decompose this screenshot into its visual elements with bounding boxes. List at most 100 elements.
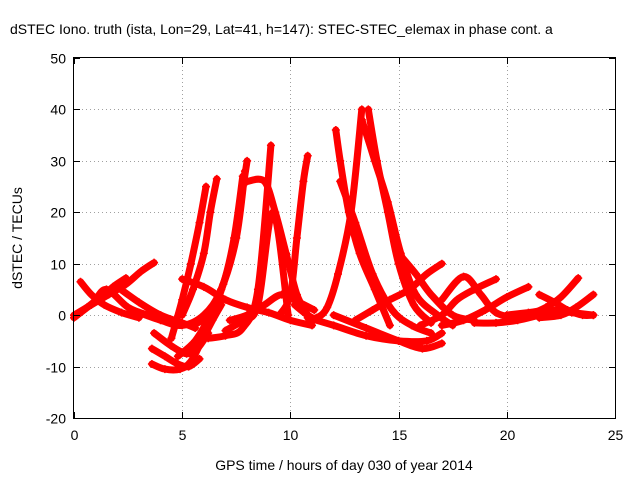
data-point-marker <box>189 285 198 294</box>
x-tick-label: 15 <box>392 427 408 443</box>
data-point-marker <box>437 259 446 268</box>
data-point-marker <box>427 290 436 299</box>
data-point-marker <box>502 311 511 320</box>
y-tick-label: 0 <box>58 308 66 324</box>
data-point-marker <box>368 270 377 278</box>
data-point-marker <box>221 326 230 335</box>
data-point-marker <box>418 344 427 353</box>
data-point-marker <box>134 308 143 317</box>
data-point-marker <box>437 311 446 320</box>
series-track <box>351 260 446 324</box>
data-point-marker <box>459 316 468 325</box>
data-point-marker <box>370 156 379 165</box>
data-point-marker <box>550 298 559 307</box>
data-point-marker <box>76 277 85 286</box>
data-point-marker <box>184 362 193 371</box>
y-tick-label: 50 <box>50 51 66 67</box>
data-point-marker <box>212 174 221 183</box>
data-point-marker <box>524 308 533 317</box>
data-point-marker <box>336 177 345 186</box>
data-point-marker <box>243 303 252 312</box>
data-point-marker <box>277 290 286 299</box>
data-point-marker <box>100 300 109 309</box>
data-point-marker <box>336 156 345 165</box>
data-point-marker <box>481 306 490 314</box>
data-point-marker <box>383 198 392 206</box>
data-point-marker <box>329 311 338 320</box>
data-point-marker <box>260 300 269 309</box>
data-point-marker <box>491 318 500 327</box>
data-point-marker <box>266 141 275 150</box>
data-point-marker <box>310 306 319 314</box>
data-point-marker <box>476 290 485 299</box>
y-tick-label: 40 <box>50 102 66 118</box>
data-point-marker <box>357 115 366 124</box>
data-point-marker <box>351 218 360 227</box>
data-point-marker <box>195 218 204 227</box>
x-tick-label: 25 <box>608 427 624 443</box>
data-point-marker <box>589 311 598 320</box>
data-point-marker <box>260 177 269 186</box>
data-point-marker <box>102 285 111 294</box>
data-point-marker <box>416 321 425 330</box>
data-point-marker <box>437 295 446 304</box>
data-point-marker <box>124 303 133 312</box>
x-axis-label: GPS time / hours of day 030 of year 2014 <box>215 457 473 473</box>
data-point-marker <box>546 306 555 314</box>
data-point-marker <box>167 342 176 350</box>
data-point-marker <box>303 313 312 322</box>
data-point-marker <box>147 344 156 353</box>
data-point-marker <box>150 329 159 338</box>
data-point-marker <box>238 172 247 181</box>
data-point-marker <box>513 316 522 325</box>
data-point-marker <box>437 321 446 330</box>
data-point-marker <box>470 318 479 327</box>
data-point-marker <box>502 293 511 302</box>
data-point-marker <box>290 300 299 309</box>
data-point-marker <box>199 249 208 258</box>
data-point-marker <box>202 182 211 191</box>
y-tick-labels: -20 -10 0 10 20 30 40 50 <box>46 51 66 427</box>
data-point-marker <box>167 334 176 343</box>
data-point-marker <box>422 336 431 345</box>
data-point-marker <box>275 311 284 320</box>
data-point-marker <box>160 352 169 361</box>
data-point-marker <box>422 270 431 278</box>
data-point-marker <box>221 295 230 304</box>
data-point-marker <box>195 354 204 363</box>
data-point-marker <box>87 290 96 299</box>
data-point-marker <box>405 285 414 294</box>
data-point-marker <box>323 303 332 312</box>
data-point-marker <box>299 177 308 186</box>
y-tick-label: -10 <box>46 360 66 376</box>
data-point-marker <box>204 334 213 343</box>
y-tick-label: -20 <box>46 411 66 427</box>
data-point-marker <box>206 208 215 217</box>
data-point-marker <box>394 249 403 258</box>
data-point-marker <box>556 293 565 302</box>
data-point-marker <box>535 290 544 299</box>
data-point-marker <box>329 321 338 330</box>
data-point-marker <box>238 324 247 332</box>
series-track <box>336 177 435 337</box>
y-axis-label: dSTEC / TECUs <box>9 187 25 289</box>
data-point-marker <box>282 249 291 258</box>
data-point-marker <box>589 290 598 299</box>
data-point-marker <box>178 295 187 304</box>
x-tick-label: 0 <box>71 427 79 443</box>
data-point-marker <box>264 308 273 317</box>
data-point-marker <box>448 311 457 320</box>
y-tick-label: 20 <box>50 205 66 221</box>
data-point-marker <box>368 306 377 314</box>
tick-marks <box>74 58 616 419</box>
x-tick-label: 5 <box>179 427 187 443</box>
data-point-marker <box>147 360 156 368</box>
data-point-marker <box>206 311 215 320</box>
data-point-marker <box>156 316 165 325</box>
data-point-marker <box>178 311 187 320</box>
data-point-marker <box>243 311 252 320</box>
data-point-marker <box>407 321 416 330</box>
data-point-marker <box>292 234 301 242</box>
data-point-marker <box>303 151 312 160</box>
